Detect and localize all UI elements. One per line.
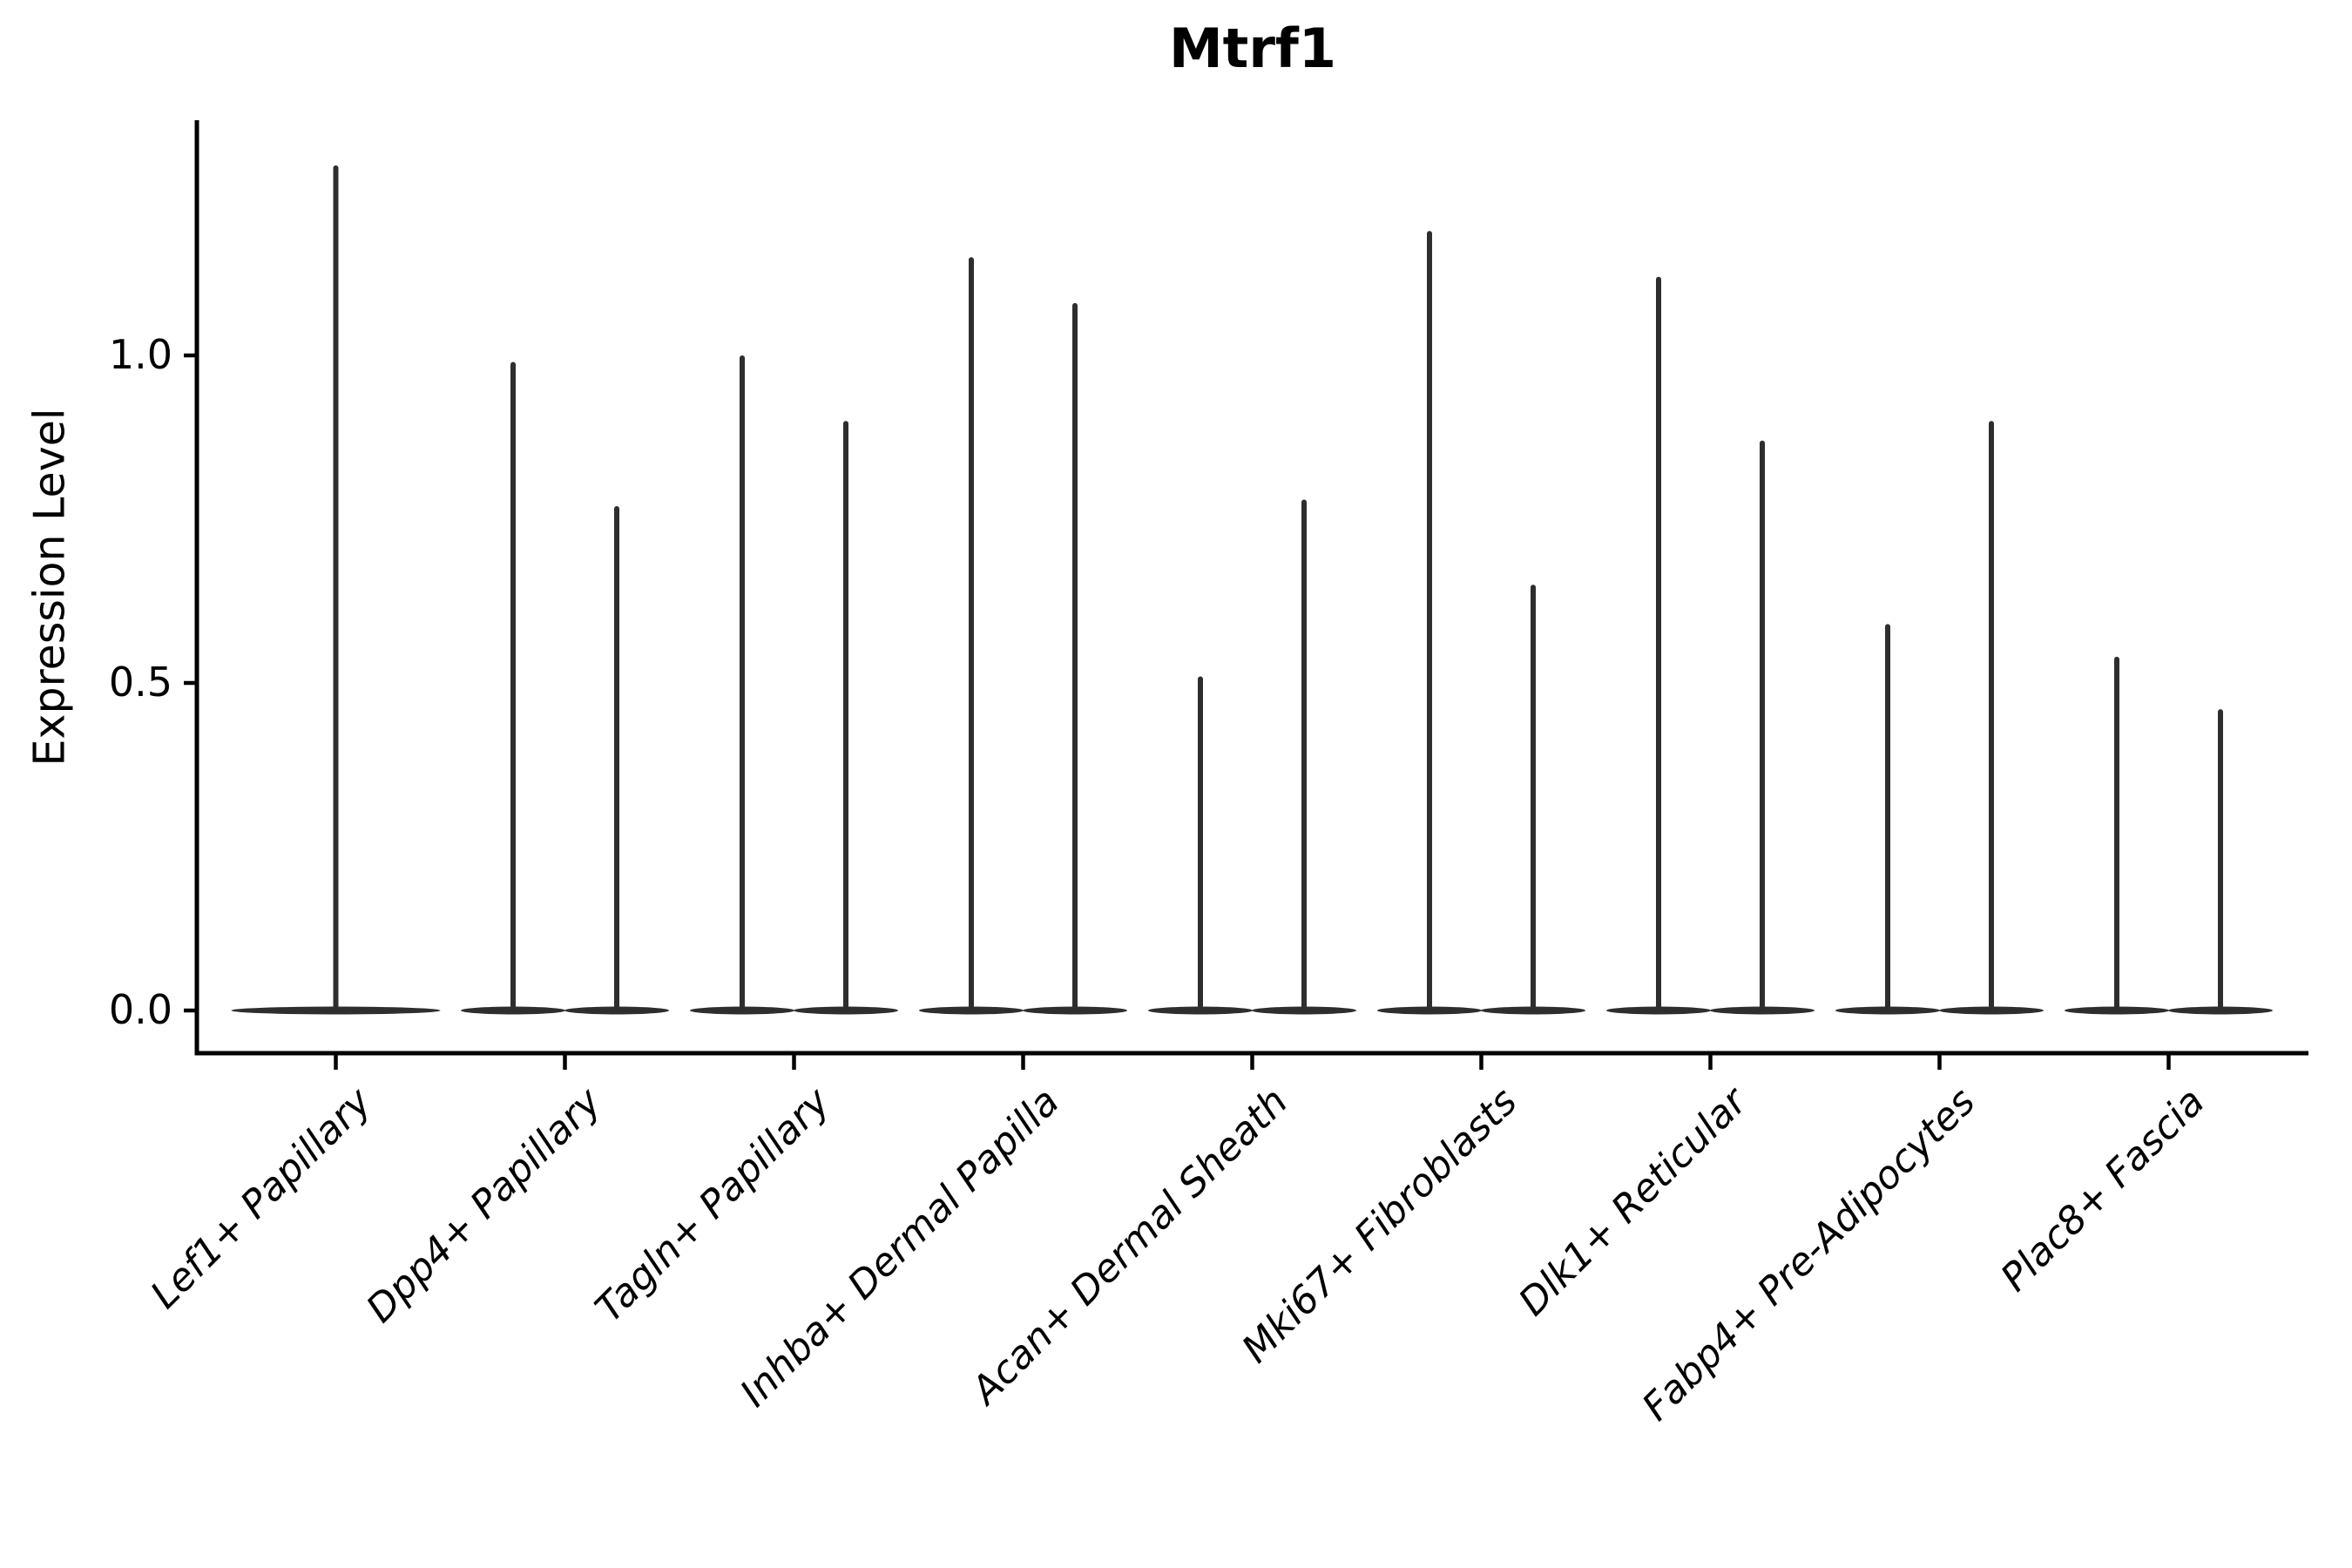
y-axis-title: Expression Level xyxy=(24,408,75,767)
y-tick-label: 1.0 xyxy=(108,331,172,379)
chart-title: Mtrf1 xyxy=(1168,17,1337,80)
y-tick-label: 0.0 xyxy=(108,986,172,1034)
y-tick-label: 0.5 xyxy=(108,659,172,706)
